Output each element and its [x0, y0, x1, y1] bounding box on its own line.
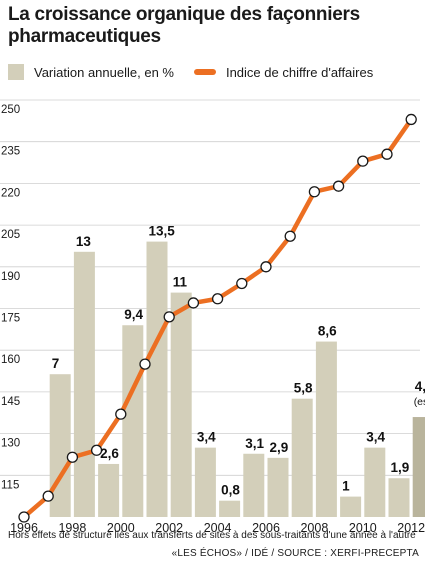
- bar-2008: [315, 341, 337, 517]
- data-label-2006: 2,9: [270, 440, 289, 455]
- y-tick-label-5: 190: [1, 271, 20, 283]
- index-point-1999: [90, 444, 103, 456]
- data-label-2002: 11: [173, 275, 188, 290]
- x-tick-label-2000: 2000: [107, 521, 135, 535]
- index-point-2004: [211, 293, 224, 305]
- data-label-1999: 2,6: [100, 446, 119, 461]
- y-tick-label-9: 250: [1, 104, 20, 116]
- index-point-2002: [163, 311, 175, 323]
- data-labels: 7 13 2,6 9,4 13,5 11 3,4 0,8 3,1 2,9 5,8 8,6 1 3,4 1,9…: [52, 224, 425, 498]
- index-point-2000: [115, 408, 127, 420]
- data-label-2008: 8,6: [318, 324, 337, 339]
- x-tick-label-2004: 2004: [204, 521, 232, 535]
- index-point-1996: [18, 511, 30, 523]
- legend: Variation annuelle, en % Indice de chiff…: [8, 62, 373, 82]
- data-label-2010: 3,4: [366, 430, 385, 445]
- y-axis: 115 130 145 160 175 190 205 220 235 250: [1, 104, 20, 491]
- line-points: [18, 113, 417, 523]
- y-tick-label-0: 115: [1, 479, 19, 491]
- data-label-2007: 5,8: [294, 381, 313, 396]
- index-point-2005: [236, 277, 248, 290]
- bar-1998: [73, 251, 95, 518]
- x-axis: 1996 1998 2000 2002 2004 2006 2008 2010 2012: [10, 521, 425, 535]
- bar-2005: [243, 453, 265, 517]
- legend-line-swatch: [193, 69, 216, 75]
- y-tick-label-3: 160: [1, 354, 20, 366]
- bar-2009: [340, 496, 362, 517]
- data-label-2011: 1,9: [391, 460, 410, 475]
- source-credit: «LES ÉCHOS» / IDÉ / SOURCE : XERFI-PRECE…: [171, 548, 419, 559]
- x-tick-label-1996: 1996: [10, 521, 38, 535]
- data-label-1997: 7: [52, 356, 60, 371]
- index-point-2009: [332, 180, 345, 192]
- index-point-2012: [405, 113, 417, 126]
- index-point-2008: [308, 186, 321, 198]
- grid-lines: [0, 99, 420, 476]
- y-tick-label-2: 145: [1, 396, 20, 408]
- x-tick-label-2006: 2006: [252, 521, 280, 535]
- x-tick-label-2002: 2002: [155, 521, 183, 535]
- x-tick-label-2012: 2012: [397, 521, 425, 535]
- bar-2000: [122, 325, 144, 517]
- bar-2012: [412, 417, 425, 517]
- bar-2006: [267, 457, 289, 517]
- legend-bar-label: Variation annuelle, en %: [34, 64, 174, 80]
- annotation-0: (est.): [414, 396, 425, 408]
- index-point-1998: [66, 451, 79, 463]
- y-tick-label-6: 205: [1, 229, 20, 241]
- data-label-2003: 3,4: [197, 430, 216, 445]
- x-tick-label-2008: 2008: [300, 521, 328, 535]
- data-label-2001: 13,5: [149, 224, 176, 239]
- index-point-2001: [139, 358, 151, 370]
- x-tick-label-1998: 1998: [58, 521, 86, 535]
- legend-line-label: Indice de chiffre d'affaires: [225, 64, 374, 80]
- legend-bar-swatch: [8, 64, 24, 80]
- bar-1999: [98, 463, 120, 517]
- data-label-2000: 9,4: [124, 307, 143, 322]
- bar-2011: [388, 478, 410, 517]
- data-label-2004: 0,8: [221, 483, 240, 498]
- data-label-2009: 1: [342, 479, 350, 494]
- chart-title: La croissance organique des façonniers p…: [8, 4, 360, 47]
- bar-2001: [146, 241, 168, 517]
- index-point-2011: [381, 148, 393, 160]
- y-tick-label-7: 220: [1, 187, 20, 199]
- index-point-1997: [42, 490, 54, 502]
- y-tick-label-1: 130: [1, 438, 20, 450]
- x-tick-label-2010: 2010: [349, 521, 377, 535]
- bar-2007: [291, 398, 313, 517]
- index-point-2007: [284, 230, 296, 242]
- data-label-1998: 13: [76, 234, 92, 249]
- bar-2002: [170, 292, 192, 517]
- index-point-2010: [357, 155, 369, 167]
- data-label-2012: 4,9: [415, 379, 425, 394]
- y-tick-label-4: 175: [1, 313, 20, 325]
- y-tick-label-8: 235: [1, 146, 20, 158]
- footnote: Hors effets de structure liés aux transf…: [8, 530, 416, 541]
- bar-2004: [219, 500, 241, 517]
- bar-2003: [194, 447, 216, 517]
- data-label-2005: 3,1: [245, 436, 264, 451]
- index-point-2003: [187, 297, 200, 309]
- index-point-2006: [260, 261, 272, 273]
- bar-2010: [364, 447, 386, 517]
